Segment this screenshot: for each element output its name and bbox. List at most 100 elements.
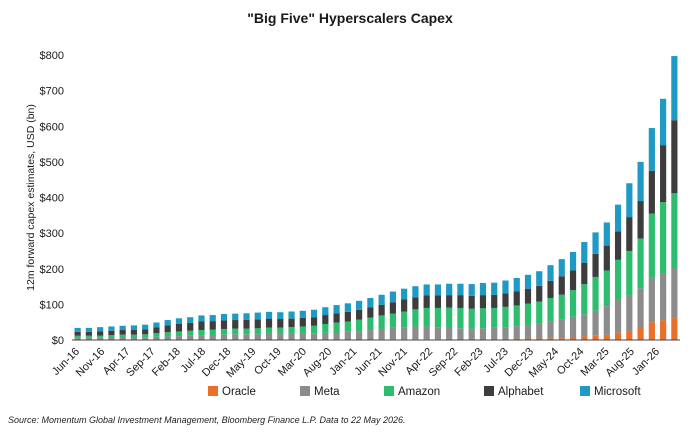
bar-microsoft bbox=[333, 305, 340, 314]
y-tick-label: $600 bbox=[40, 121, 64, 133]
bar-amazon bbox=[142, 334, 149, 338]
bar-meta bbox=[536, 323, 543, 339]
bar-meta bbox=[333, 332, 340, 340]
bar-microsoft bbox=[468, 284, 475, 296]
bar-microsoft bbox=[513, 278, 520, 292]
bar-microsoft bbox=[401, 288, 408, 300]
bar-meta bbox=[119, 337, 126, 340]
bar-amazon bbox=[660, 202, 667, 274]
bar-oracle bbox=[592, 335, 599, 340]
bar-amazon bbox=[524, 303, 532, 326]
bar-meta bbox=[243, 334, 250, 340]
bar-meta bbox=[569, 316, 577, 338]
bar-microsoft bbox=[187, 317, 194, 323]
bar-alphabet bbox=[547, 280, 554, 298]
bar-alphabet bbox=[581, 262, 588, 285]
bar-alphabet bbox=[479, 295, 487, 309]
bar-meta bbox=[457, 328, 464, 339]
bar-amazon bbox=[468, 308, 475, 329]
bar-amazon bbox=[581, 284, 588, 315]
bar-alphabet bbox=[592, 253, 599, 277]
bar-meta bbox=[434, 327, 442, 340]
bar-microsoft bbox=[581, 242, 588, 263]
bar-amazon bbox=[671, 193, 678, 269]
bar-microsoft bbox=[288, 311, 295, 319]
bar-microsoft bbox=[479, 283, 487, 296]
bar-amazon bbox=[513, 305, 520, 327]
bar-amazon bbox=[85, 335, 92, 338]
bar-amazon bbox=[344, 321, 351, 332]
bar-meta bbox=[254, 334, 261, 340]
bar-meta bbox=[367, 330, 374, 340]
bar-amazon bbox=[603, 270, 610, 307]
bar-meta bbox=[322, 332, 329, 340]
bar-microsoft bbox=[243, 313, 250, 320]
bar-oracle bbox=[648, 322, 655, 340]
bar-oracle bbox=[626, 331, 633, 340]
bar-amazon bbox=[547, 297, 554, 322]
bar-amazon bbox=[108, 335, 115, 338]
bar-alphabet bbox=[198, 321, 205, 331]
bar-meta bbox=[558, 319, 565, 339]
bar-oracle bbox=[457, 338, 464, 340]
bar-amazon bbox=[243, 328, 250, 335]
bar-microsoft bbox=[97, 327, 104, 332]
bar-microsoft bbox=[491, 282, 498, 295]
legend-swatch-alphabet bbox=[484, 386, 494, 396]
bar-meta bbox=[288, 333, 295, 340]
bar-meta bbox=[356, 331, 363, 340]
bar-amazon bbox=[434, 307, 442, 328]
bar-alphabet bbox=[310, 317, 318, 326]
legend-label-microsoft: Microsoft bbox=[594, 386, 641, 398]
y-tick-label: $100 bbox=[40, 299, 64, 311]
bar-alphabet bbox=[97, 331, 104, 336]
bar-amazon bbox=[412, 309, 419, 327]
bar-meta bbox=[97, 337, 104, 340]
bar-alphabet bbox=[187, 322, 194, 331]
x-tick-label: Feb-18 bbox=[150, 346, 183, 379]
bar-alphabet bbox=[322, 315, 329, 324]
bar-meta bbox=[74, 337, 81, 340]
bar-alphabet bbox=[265, 318, 273, 328]
bar-oracle bbox=[502, 338, 509, 340]
bar-alphabet bbox=[648, 170, 655, 214]
bar-amazon bbox=[401, 311, 408, 328]
bar-oracle bbox=[637, 327, 644, 340]
bar-amazon bbox=[175, 331, 183, 337]
bar-microsoft bbox=[378, 294, 385, 305]
bar-alphabet bbox=[243, 319, 250, 329]
bar-oracle bbox=[491, 338, 498, 340]
bar-meta bbox=[626, 295, 633, 332]
bar-meta bbox=[164, 336, 171, 340]
bar-alphabet bbox=[660, 145, 667, 203]
legend-label-oracle: Oracle bbox=[222, 386, 256, 398]
bar-meta bbox=[209, 335, 216, 340]
bar-meta bbox=[592, 310, 599, 336]
bar-meta bbox=[423, 326, 430, 340]
bar-microsoft bbox=[175, 318, 183, 324]
bar-alphabet bbox=[457, 295, 464, 308]
bar-oracle bbox=[581, 336, 588, 340]
bar-oracle bbox=[569, 337, 577, 340]
bar-meta bbox=[581, 314, 588, 337]
bar-alphabet bbox=[74, 331, 81, 336]
bar-microsoft bbox=[536, 271, 543, 286]
bar-amazon bbox=[310, 325, 318, 334]
bar-microsoft bbox=[614, 204, 622, 232]
x-tick-label: Nov-21 bbox=[376, 346, 410, 380]
bar-microsoft bbox=[637, 161, 644, 202]
bar-microsoft bbox=[130, 325, 138, 331]
bar-alphabet bbox=[344, 311, 351, 322]
bar-amazon bbox=[378, 315, 385, 329]
legend-swatch-microsoft bbox=[580, 386, 590, 396]
bar-alphabet bbox=[423, 295, 430, 308]
bar-microsoft bbox=[603, 222, 610, 246]
bar-oracle bbox=[468, 338, 475, 340]
bar-oracle bbox=[603, 334, 610, 340]
x-tick-label: Feb-23 bbox=[452, 346, 485, 379]
y-axis-title: 12m forward capex estimates, USD (bn) bbox=[25, 104, 37, 291]
bar-meta bbox=[108, 337, 115, 340]
bar-alphabet bbox=[513, 291, 520, 306]
bar-meta bbox=[491, 327, 498, 339]
bar-meta bbox=[614, 299, 622, 333]
